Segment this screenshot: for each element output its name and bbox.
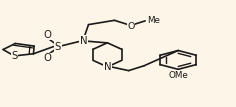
Text: O: O — [43, 30, 51, 40]
Text: N: N — [80, 36, 88, 46]
Text: O: O — [43, 53, 51, 63]
Text: S: S — [11, 51, 17, 61]
Text: OMe: OMe — [168, 71, 188, 80]
Text: S: S — [55, 42, 61, 52]
Text: Me: Me — [147, 16, 160, 25]
Text: O: O — [127, 22, 135, 31]
Text: N: N — [104, 62, 111, 72]
